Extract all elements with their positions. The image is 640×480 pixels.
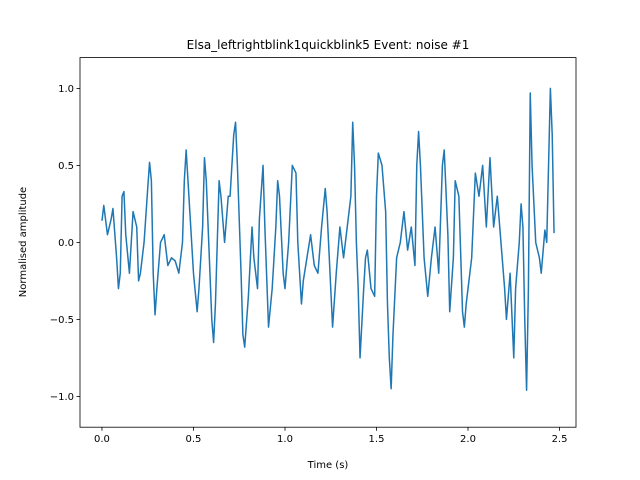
- y-axis-label: Normalised amplitude: [18, 187, 29, 297]
- x-tick-label: 2.5: [552, 434, 568, 445]
- x-tick-label: 1.0: [277, 434, 293, 445]
- x-axis-label: Time (s): [307, 460, 349, 471]
- y-tick-label: −1.0: [50, 392, 74, 403]
- x-tick-label: 1.5: [369, 434, 385, 445]
- x-tick-label: 0.0: [94, 434, 110, 445]
- y-tick-label: 0.5: [58, 161, 74, 172]
- x-tick-label: 2.0: [460, 434, 476, 445]
- y-tick-label: 1.0: [58, 84, 74, 95]
- x-tick-label: 0.5: [186, 434, 202, 445]
- y-tick-label: −0.5: [50, 315, 74, 326]
- line-series: [101, 87, 555, 391]
- y-tick-label: 0.0: [58, 238, 74, 249]
- plot-frame: [79, 57, 577, 428]
- chart-title: Elsa_leftrightblink1quickblink5 Event: n…: [187, 38, 470, 52]
